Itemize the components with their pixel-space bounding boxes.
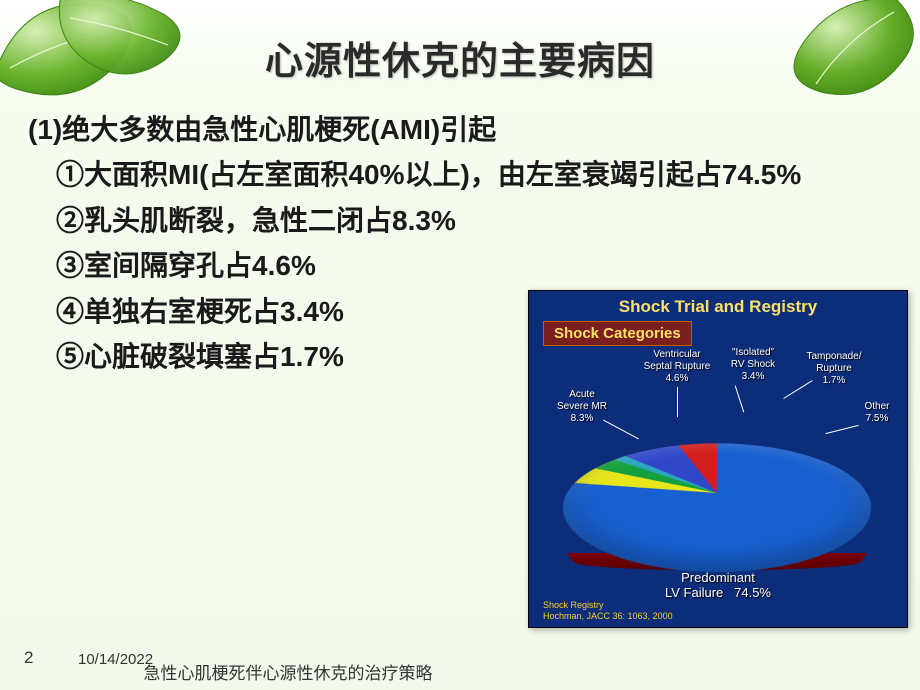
txt: 1.7% <box>280 341 344 372</box>
txt: Acute <box>547 389 617 401</box>
bullet-1-3: ③室间隔穿孔占4.6% <box>28 244 888 287</box>
chart-citation: Shock Registry Hochman, JACC 36: 1063, 2… <box>543 600 673 621</box>
txt: 4.6% <box>252 250 316 281</box>
txt: ①大面积 <box>56 159 168 190</box>
txt: ⑤心脏破裂填塞占 <box>56 341 280 372</box>
pie-label-vsr: Ventricular Septal Rupture 4.6% <box>637 349 717 385</box>
slide-title: 心源性休克的主要病因 <box>0 30 920 85</box>
txt: 8.3% <box>392 205 456 236</box>
bullet-1-1: ①大面积MI(占左室面积40%以上)，由左室衰竭引起占74.5% <box>28 153 868 196</box>
txt: Tamponade/ <box>797 351 871 363</box>
txt: ③室间隔穿孔占 <box>56 250 252 281</box>
pie-label-other: Other 7.5% <box>853 401 901 425</box>
pie-label-mr: Acute Severe MR 8.3% <box>547 389 617 425</box>
txt: Rupture <box>797 363 871 375</box>
leader-line <box>677 387 678 417</box>
txt: 74.5% <box>722 159 801 190</box>
txt: ，由左室衰竭引起占 <box>470 159 722 190</box>
txt: Other <box>853 401 901 413</box>
txt: Septal Rupture <box>637 361 717 373</box>
txt: Shock Registry <box>543 600 673 610</box>
txt: RV Shock <box>721 359 785 371</box>
chart-box-label: Shock Categories <box>543 321 692 346</box>
pie-face <box>523 443 912 572</box>
txt: Hochman, JACC 36: 1063, 2000 <box>543 611 673 621</box>
pie-chart <box>567 403 867 583</box>
txt: MI( <box>168 159 208 190</box>
txt: LV Failure <box>665 585 723 600</box>
txt: 7.5% <box>853 413 901 425</box>
txt: 3.4% <box>721 371 785 383</box>
txt: ②乳头肌断裂，急性二闭占 <box>56 205 392 236</box>
shock-chart-card: Shock Trial and Registry Shock Categorie… <box>528 290 908 628</box>
txt: 8.3% <box>547 413 617 425</box>
txt: (1) <box>28 114 62 145</box>
slide-number: 2 <box>24 648 33 668</box>
txt: 以上 <box>405 159 461 190</box>
bullet-1-2: ②乳头肌断裂，急性二闭占8.3% <box>28 199 888 242</box>
txt: 74.5% <box>734 585 771 600</box>
txt: Severe MR <box>547 401 617 413</box>
chart-title: Shock Trial and Registry <box>529 291 907 317</box>
txt: Ventricular <box>637 349 717 361</box>
txt: Predominant <box>529 570 907 586</box>
txt: 4.6% <box>637 373 717 385</box>
txt: "Isolated" <box>721 347 785 359</box>
txt: 引起 <box>440 114 496 145</box>
pie-label-predominant: Predominant LV Failure 74.5% <box>529 570 907 601</box>
slide-footer-caption: 急性心肌梗死伴心源性休克的治疗策略 <box>118 664 458 684</box>
bullet-1: (1)绝大多数由急性心肌梗死(AMI)引起 <box>28 108 888 151</box>
txt: 占左室面积 <box>208 159 348 190</box>
txt: 40% <box>348 159 404 190</box>
pie-label-rv: "Isolated" RV Shock 3.4% <box>721 347 785 383</box>
txt: 绝大多数由急性心肌梗死 <box>62 114 370 145</box>
txt: ④单独右室梗死占 <box>56 296 280 327</box>
txt: (AMI) <box>370 114 440 145</box>
txt: 3.4% <box>280 296 344 327</box>
txt: ) <box>461 159 470 190</box>
